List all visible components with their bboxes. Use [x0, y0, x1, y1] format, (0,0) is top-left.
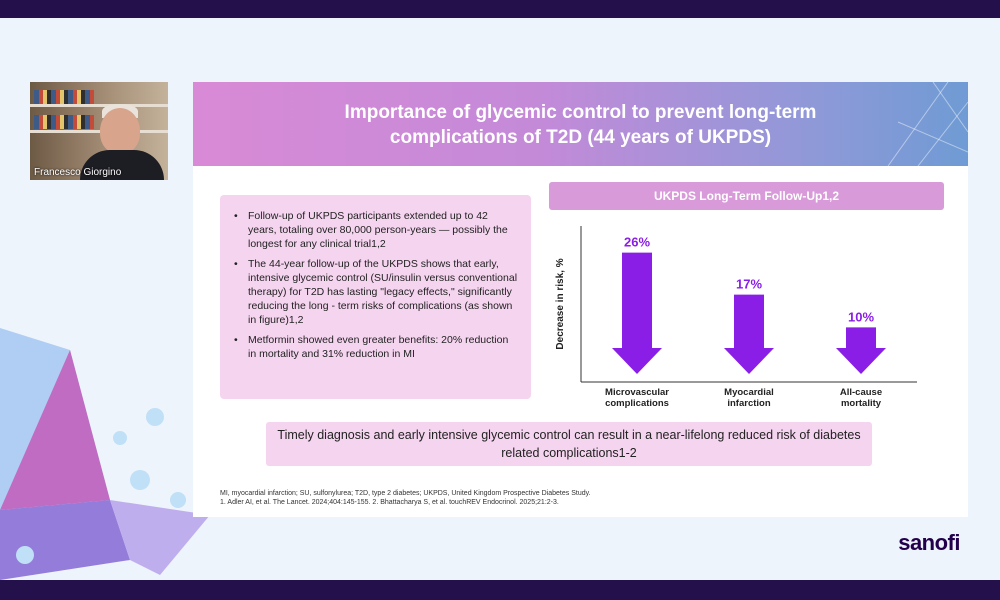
bullet-item: Follow-up of UKPDS participants extended… — [234, 209, 519, 251]
category-label: Microvascular — [605, 387, 669, 398]
bar-arrow — [724, 294, 774, 374]
bottom-frame-bar — [0, 580, 1000, 600]
slide-title: Importance of glycemic control to preven… — [233, 100, 928, 150]
slide-header: Importance of glycemic control to preven… — [193, 82, 968, 166]
category-label: complications — [605, 398, 669, 409]
footnote-references: 1. Adler AI, et al. The Lancet. 2024;404… — [220, 499, 559, 506]
bullet-panel: Follow-up of UKPDS participants extended… — [220, 195, 531, 399]
bullet-item: Metformin showed even greater benefits: … — [234, 333, 519, 361]
key-message-callout: Timely diagnosis and early intensive gly… — [266, 422, 872, 466]
data-label: 10% — [848, 309, 874, 324]
bullet-item: The 44-year follow-up of the UKPDS shows… — [234, 257, 519, 327]
slide-title-line-1: Importance of glycemic control to preven… — [344, 102, 817, 123]
top-frame-bar — [0, 0, 1000, 18]
y-axis-label: Decrease in risk, % — [555, 258, 566, 349]
header-decoration — [887, 82, 968, 166]
category-label: mortality — [841, 398, 882, 409]
footnote: MI, myocardial infarction; SU, sulfonylu… — [220, 489, 720, 507]
presentation-slide: Importance of glycemic control to preven… — [193, 82, 968, 517]
participant-name: Francesco Giorgino — [34, 167, 122, 178]
bar-arrow — [612, 252, 662, 374]
chart-header: UKPDS Long-Term Follow-Up1,2 — [549, 182, 944, 210]
decorative-shapes — [0, 328, 210, 580]
risk-reduction-chart: Decrease in risk, % 26% Microvascularcompl… — [555, 226, 917, 409]
data-label: 17% — [736, 277, 762, 292]
bar-arrow — [836, 327, 886, 374]
participant-video: Francesco Giorgino — [30, 82, 168, 180]
data-label: 26% — [624, 235, 650, 250]
category-label: Myocardial — [724, 387, 774, 398]
sanofi-logo: sanofi — [898, 530, 960, 555]
category-label: infarction — [727, 398, 770, 409]
category-label: All-cause — [840, 387, 882, 398]
slide-title-line-2: complications of T2D (44 years of UKPDS) — [389, 127, 772, 148]
footnote-abbreviations: MI, myocardial infarction; SU, sulfonylu… — [220, 490, 591, 497]
